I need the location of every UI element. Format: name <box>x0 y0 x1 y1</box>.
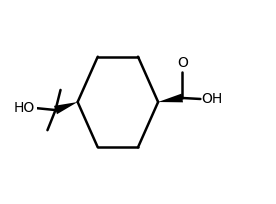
Polygon shape <box>158 94 183 102</box>
Text: OH: OH <box>201 92 222 106</box>
Text: HO: HO <box>13 101 34 115</box>
Polygon shape <box>54 102 78 114</box>
Text: O: O <box>177 56 188 70</box>
